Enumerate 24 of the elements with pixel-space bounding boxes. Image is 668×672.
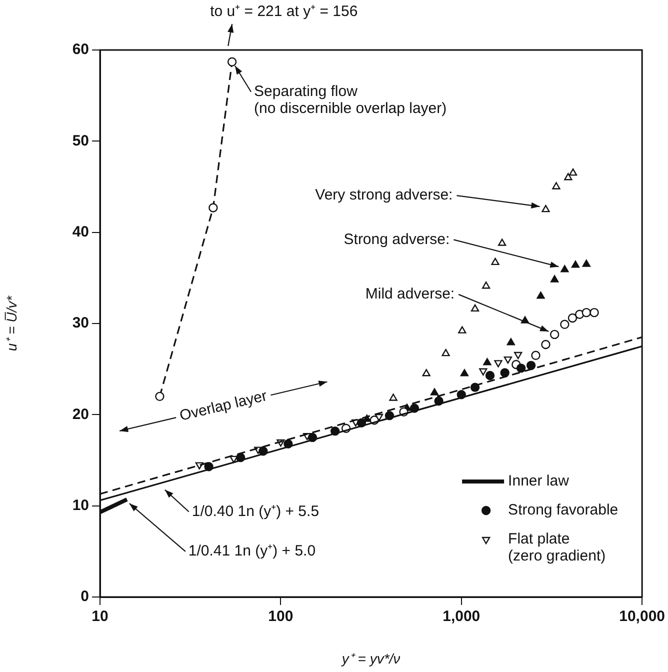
annotation: Separating flow (no discernible overlap layer) <box>254 82 447 117</box>
annotation: 1/0.40 1n (y⁺) + 5.5 <box>192 502 320 520</box>
y-tick-label: 30 <box>72 314 89 332</box>
x-tick-label: 10 <box>92 608 108 626</box>
annotation: Overlap layer <box>178 387 269 425</box>
y-tick-label: 60 <box>72 41 89 58</box>
annotation: Mild adverse: <box>365 286 455 303</box>
x-tick-label: 100 <box>268 608 294 626</box>
y-tick-label: 20 <box>72 406 89 423</box>
annotation: Strong adverse: <box>344 230 450 248</box>
legend-label: Flat plate (zero gradient) <box>508 530 606 565</box>
x-axis-title: y⁺ = yv*/ν <box>340 650 400 666</box>
x-tick-label: 1,000 <box>442 608 480 626</box>
annotation: 1/0.41 1n (y⁺) + 5.0 <box>188 542 316 560</box>
annotation: Very strong adverse: <box>315 186 453 204</box>
y-tick-label: 0 <box>80 588 89 606</box>
y-axis-title: u⁺ = U̅/v* <box>3 295 20 352</box>
y-tick-label: 40 <box>72 223 89 240</box>
text: to u⁺ = 221 at y⁺ = 156 <box>210 3 358 20</box>
y-tick-label: 10 <box>72 496 89 514</box>
legend-label: Strong favorable <box>508 502 618 519</box>
y-tick-label: 50 <box>72 132 89 150</box>
x-tick-label: 10,000 <box>619 608 666 626</box>
legend-label: Inner law <box>508 472 570 490</box>
